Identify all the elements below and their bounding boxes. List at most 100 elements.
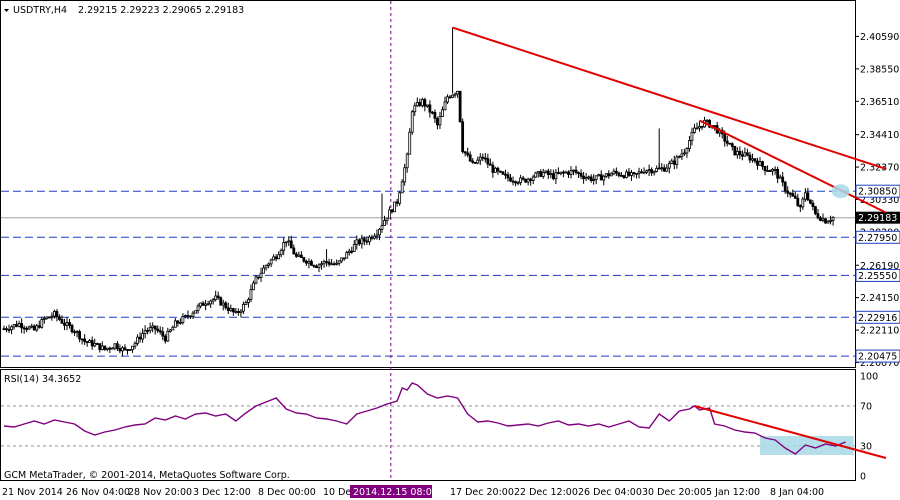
candle-body — [244, 302, 248, 305]
candle-body — [433, 112, 437, 119]
rsi-y-tick-label: 70 — [860, 402, 872, 413]
candle-body — [698, 125, 701, 129]
candle-body — [105, 347, 109, 350]
level-price-box — [855, 349, 900, 363]
candle-body — [186, 315, 190, 317]
candle-body — [78, 331, 81, 340]
candle-body — [151, 325, 155, 329]
candle-body — [100, 345, 104, 350]
candle-body — [521, 177, 525, 180]
copyright-text: GCM MetaTrader, © 2001-2014, MetaQuotes … — [4, 470, 290, 481]
candle-body — [430, 111, 434, 114]
candle-body — [10, 326, 13, 331]
candle-body — [420, 99, 424, 106]
candle-body — [660, 167, 664, 170]
candle-body — [551, 173, 555, 180]
candle-body — [292, 247, 296, 255]
candle-body — [614, 170, 618, 174]
candle-body — [2, 328, 6, 331]
candle-body — [632, 172, 636, 175]
candle-body — [75, 331, 79, 333]
candle-body — [801, 198, 805, 208]
candle-body — [622, 175, 626, 178]
candle-body — [171, 326, 175, 331]
candle-body — [408, 131, 412, 155]
current-price-box — [856, 211, 900, 224]
rsi-trendline[interactable] — [694, 405, 887, 459]
candle-body — [201, 302, 205, 306]
candle-body — [826, 221, 830, 224]
y-tick-label: 2.38550 — [860, 64, 899, 75]
trendline[interactable] — [699, 119, 887, 214]
candle-body — [526, 178, 530, 183]
candle-body — [370, 236, 374, 239]
candle-body — [635, 173, 638, 175]
candle-body — [488, 163, 492, 166]
candle-body — [189, 315, 192, 318]
candle-body — [80, 338, 84, 341]
candle-body — [811, 202, 815, 207]
candle-body — [436, 118, 439, 126]
candle-body — [393, 201, 397, 213]
candle-body — [594, 175, 598, 180]
x-tick-label: 17 Dec 20:00 — [450, 487, 514, 498]
candle-body — [267, 263, 271, 266]
candle-body — [312, 264, 316, 267]
candle-body — [383, 220, 386, 226]
candle-body — [443, 101, 447, 111]
candle-body — [425, 104, 429, 107]
candle-body — [204, 303, 208, 306]
candle-body — [226, 307, 230, 311]
candle-body — [47, 316, 51, 319]
candle-body — [302, 257, 306, 262]
candle-body — [340, 257, 344, 262]
candle-body — [539, 171, 543, 177]
candle-body — [153, 325, 157, 330]
trendline[interactable] — [452, 26, 887, 170]
x-tick-label: 22 Dec 12:00 — [514, 487, 578, 498]
candle-body — [241, 304, 245, 312]
y-tick-label: 2.32370 — [860, 163, 899, 174]
level-price-label: 2.25550 — [858, 271, 897, 282]
level-price-box — [855, 184, 900, 198]
candle-body — [781, 176, 785, 183]
candle-body — [168, 329, 172, 332]
candle-body — [249, 289, 253, 300]
candle-body — [753, 158, 757, 162]
candle-body — [156, 328, 160, 332]
candle-body — [788, 192, 792, 195]
candle-body — [131, 345, 134, 350]
candle-body — [723, 133, 727, 142]
candle-body — [640, 171, 643, 174]
candle-body — [735, 150, 739, 156]
chart-menu-arrow-icon[interactable] — [4, 9, 9, 12]
candle-body — [17, 323, 21, 327]
candle-body — [793, 195, 797, 199]
candle-body — [161, 331, 165, 337]
y-tick-label: 2.24150 — [860, 293, 899, 304]
candle-body — [40, 319, 44, 328]
candle-body — [317, 264, 321, 268]
candle-body — [683, 152, 686, 155]
candle-body — [211, 298, 215, 302]
candle-body — [481, 156, 485, 159]
candle-body — [90, 340, 94, 347]
candle-body — [647, 169, 651, 172]
candle-body — [620, 175, 623, 177]
level-price-box — [855, 268, 900, 282]
candle-body — [22, 327, 26, 330]
candle-body — [138, 336, 142, 340]
candle-body — [499, 170, 502, 173]
candle-body — [173, 320, 177, 328]
highlighted-time-box — [350, 485, 432, 498]
candle-body — [415, 102, 419, 107]
candle-body — [85, 341, 89, 344]
candle-body — [345, 252, 349, 259]
candle-body — [219, 297, 223, 306]
candle-body — [327, 261, 331, 265]
candle-body — [405, 153, 409, 169]
y-tick-label: 2.22110 — [860, 326, 899, 337]
candle-body — [768, 170, 772, 172]
candle-body — [597, 174, 601, 177]
